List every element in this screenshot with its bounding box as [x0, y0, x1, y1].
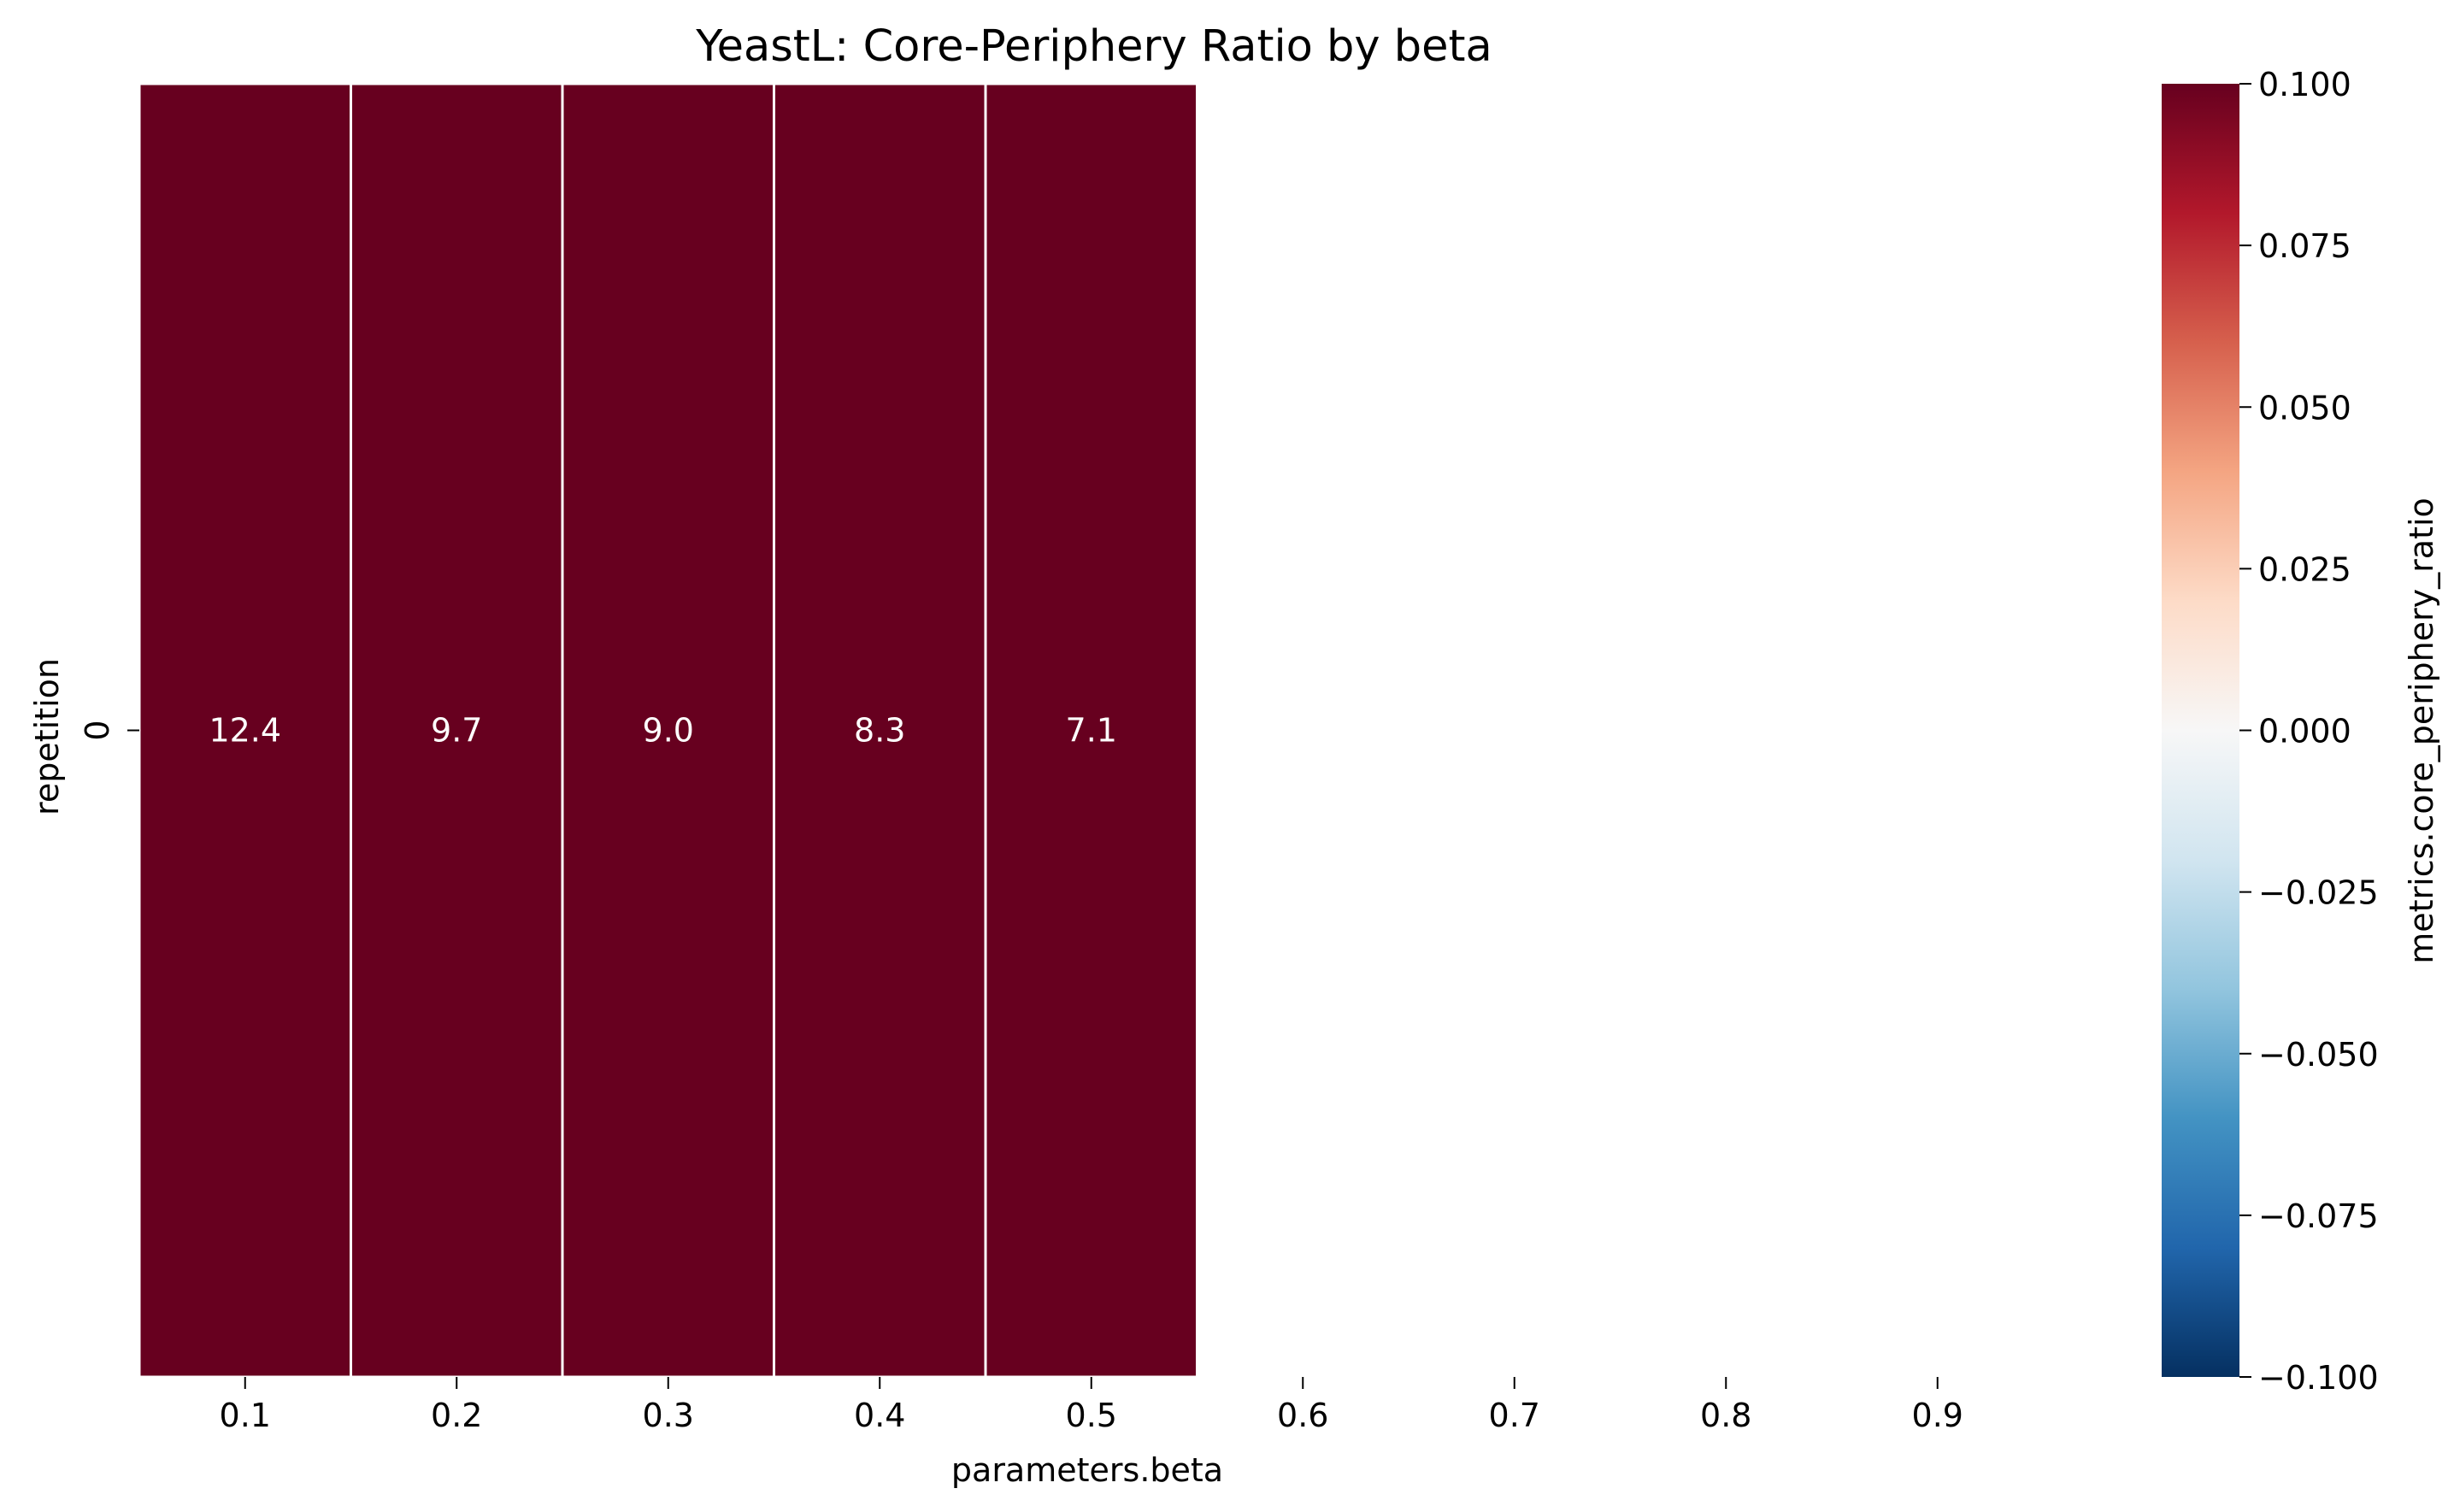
heatmap-cell	[561, 82, 775, 1379]
heatmap-cell	[350, 82, 564, 1379]
x-tick-label: 0.5	[1066, 1397, 1117, 1434]
colorbar	[2162, 84, 2239, 1377]
x-tick-label: 0.4	[854, 1397, 905, 1434]
x-tick-label: 0.7	[1489, 1397, 1540, 1434]
x-tick-label: 0.3	[643, 1397, 694, 1434]
colorbar-tick-label: 0.050	[2258, 389, 2351, 427]
colorbar-label: metrics.core_periphery_ratio	[2403, 497, 2440, 964]
heatmap-cell	[773, 82, 987, 1379]
colorbar-tick-label: 0.000	[2258, 713, 2351, 750]
x-axis-label: parameters.beta	[951, 1451, 1223, 1489]
x-axis-ticks: 0.1 0.2 0.3 0.4 0.5 0.6 0.7 0.8 0.9	[220, 1377, 1963, 1434]
heatmap-cell	[138, 82, 352, 1379]
x-tick-label: 0.6	[1277, 1397, 1328, 1434]
colorbar-tick-label: −0.100	[2258, 1359, 2379, 1397]
colorbar-tick-label: 0.100	[2258, 66, 2351, 103]
cell-value-label: 9.0	[643, 712, 694, 750]
y-axis-ticks: 0	[79, 720, 139, 741]
x-tick-label: 0.9	[1912, 1397, 1963, 1434]
colorbar-tick-label: 0.025	[2258, 550, 2351, 588]
cell-value-label: 9.7	[431, 712, 482, 750]
cell-value-label: 12.4	[209, 712, 281, 750]
colorbar-tick-label: −0.025	[2258, 874, 2379, 912]
x-tick-label: 0.8	[1700, 1397, 1751, 1434]
x-tick-label: 0.1	[220, 1397, 271, 1434]
chart-title: YeastL: Core-Periphery Ratio by beta	[695, 21, 1492, 72]
colorbar-tick-label: −0.075	[2258, 1197, 2379, 1235]
cell-value-label: 7.1	[1066, 712, 1117, 750]
cell-value-label: 8.3	[854, 712, 905, 750]
y-axis-label: repetition	[28, 658, 66, 815]
x-tick-label: 0.2	[431, 1397, 482, 1434]
colorbar-tick-label: 0.075	[2258, 227, 2351, 265]
heatmap-cell	[984, 82, 1198, 1379]
colorbar-ticks: 0.100 0.075 0.050 0.025 0.000 −0.025 −0.050 −0.…	[2239, 66, 2379, 1397]
y-tick-label: 0	[79, 720, 116, 740]
colorbar-tick-label: −0.050	[2258, 1036, 2379, 1074]
heatmap-cells: 12.4 9.7 9.0 8.3 7.1	[138, 82, 1198, 1379]
